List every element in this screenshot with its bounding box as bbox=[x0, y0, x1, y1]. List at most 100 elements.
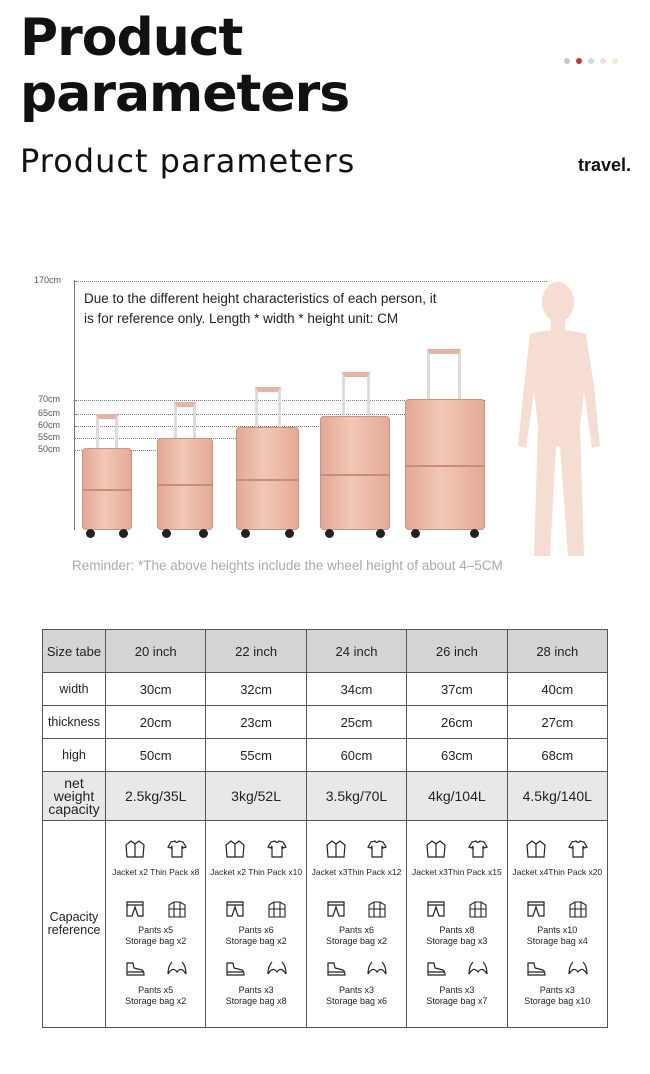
title-line-2: parameters bbox=[20, 64, 350, 124]
pack-text-line: Storage bag x6 bbox=[325, 996, 387, 1006]
pants-icon bbox=[325, 899, 347, 922]
shoe-icon bbox=[224, 958, 246, 981]
pack-text-line: Storage bag x3 bbox=[426, 936, 488, 946]
capacity-cell: Jacket x3Thin Pack x15 Pants x8 Storage ba… bbox=[406, 820, 508, 1028]
size-spec-table: Size tabe 20 inch 22 inch 24 inch 26 inc… bbox=[42, 629, 609, 1028]
table-row-thickness: thickness 20cm 23cm 25cm 26cm 27cm bbox=[42, 705, 609, 739]
scale-label-70: 70cm bbox=[38, 394, 61, 404]
suitcase-22-inch bbox=[157, 402, 213, 538]
pants-icon bbox=[124, 899, 146, 922]
underwear-icon bbox=[166, 958, 188, 981]
underwear-icon bbox=[567, 958, 589, 981]
brand-label: travel. bbox=[578, 155, 632, 175]
pack-text-line: Storage bag x7 bbox=[426, 996, 488, 1006]
table-cell: 4.5kg/140L bbox=[506, 771, 609, 821]
guide-line-60 bbox=[75, 426, 325, 427]
capacity-cell: Jacket x2 Thin Pack x10 Pants x6 Storage b… bbox=[205, 820, 307, 1028]
guide-line-65 bbox=[75, 414, 405, 415]
row-label: width bbox=[42, 672, 106, 706]
capacity-cell: Jacket x2 Thin Pack x8 Pants x5 Storage ba… bbox=[104, 820, 207, 1028]
storage-bag-icon bbox=[467, 899, 489, 922]
scale-label-55: 55cm bbox=[38, 432, 61, 442]
table-cell: 55cm bbox=[205, 738, 307, 772]
scale-label-60: 60cm bbox=[38, 420, 61, 430]
pack-text-line: Pants x5 bbox=[138, 925, 174, 935]
suitcase-26-inch bbox=[320, 372, 390, 538]
table-header-row: Size tabe 20 inch 22 inch 24 inch 26 inc… bbox=[42, 629, 609, 673]
shoe-icon bbox=[425, 958, 447, 981]
storage-bag-icon bbox=[166, 899, 188, 922]
storage-bag-icon bbox=[266, 899, 288, 922]
table-row-high: high 50cm 55cm 60cm 63cm 68cm bbox=[42, 738, 609, 772]
header-cell: 22 inch bbox=[205, 629, 307, 673]
pack-text-line: Pants x10 bbox=[537, 925, 578, 935]
pack-text-clothes: Jacket x2 Thin Pack x10 bbox=[210, 867, 303, 877]
table-cell: 37cm bbox=[406, 672, 508, 706]
storage-bag-icon bbox=[567, 899, 589, 922]
table-cell: 20cm bbox=[104, 705, 207, 739]
shoe-icon bbox=[124, 958, 146, 981]
table-cell: 4kg/104L bbox=[406, 771, 508, 821]
guide-line-170 bbox=[75, 281, 547, 282]
indicator-dot[interactable] bbox=[564, 58, 570, 64]
capacity-label-line-2: reference bbox=[47, 923, 101, 937]
table-row-weight-capacity: net weight capacity 2.5kg/35L 3kg/52L 3.… bbox=[42, 771, 609, 821]
table-row-width: width 30cm 32cm 34cm 37cm 40cm bbox=[42, 672, 609, 706]
underwear-icon bbox=[366, 958, 388, 981]
pants-icon bbox=[425, 899, 447, 922]
table-row-capacity-reference: Capacity reference Jacket x2 Thin Pack x… bbox=[42, 820, 609, 1028]
pack-text-line: Pants x3 bbox=[539, 985, 575, 995]
header-cell: 20 inch bbox=[104, 629, 207, 673]
underwear-icon bbox=[467, 958, 489, 981]
pack-text-line: Storage bag x8 bbox=[225, 996, 287, 1006]
header-cell: 24 inch bbox=[305, 629, 408, 673]
row-label: Capacity reference bbox=[42, 820, 106, 1028]
jacket-icon bbox=[124, 839, 146, 862]
suitcase-24-inch bbox=[236, 387, 299, 538]
height-axis bbox=[74, 280, 75, 530]
shoe-icon bbox=[525, 958, 547, 981]
shirt-icon bbox=[567, 839, 589, 862]
pack-text-line: Pants x3 bbox=[238, 985, 274, 995]
jacket-icon bbox=[525, 839, 547, 862]
header-cell: 28 inch bbox=[506, 629, 609, 673]
shirt-icon bbox=[366, 839, 388, 862]
underwear-icon bbox=[266, 958, 288, 981]
pack-text-line: Storage bag x2 bbox=[325, 936, 387, 946]
table-cell: 25cm bbox=[305, 705, 408, 739]
pack-text-clothes: Jacket x3Thin Pack x15 bbox=[411, 867, 502, 877]
table-cell: 3kg/52L bbox=[205, 771, 307, 821]
pack-text-clothes: Jacket x2 Thin Pack x8 bbox=[112, 867, 200, 877]
suitcase-20-inch bbox=[82, 414, 132, 538]
table-cell: 60cm bbox=[305, 738, 408, 772]
header-cell: 26 inch bbox=[406, 629, 508, 673]
table-cell: 40cm bbox=[506, 672, 609, 706]
table-cell: 23cm bbox=[205, 705, 307, 739]
pack-text-line: Storage bag x2 bbox=[225, 936, 287, 946]
pack-text-line: Pants x8 bbox=[439, 925, 475, 935]
indicator-dot[interactable] bbox=[612, 58, 618, 64]
pack-text-clothes: Jacket x4Thin Pack x20 bbox=[512, 867, 603, 877]
scale-label-65: 65cm bbox=[38, 408, 61, 418]
pack-text-line: Storage bag x2 bbox=[125, 936, 187, 946]
row-label: thickness bbox=[42, 705, 106, 739]
indicator-dot[interactable] bbox=[600, 58, 606, 64]
table-cell: 26cm bbox=[406, 705, 508, 739]
shoe-icon bbox=[325, 958, 347, 981]
wheel-height-reminder: Reminder: *The above heights include the… bbox=[72, 558, 503, 573]
table-cell: 27cm bbox=[506, 705, 609, 739]
pack-text-line: Storage bag x10 bbox=[524, 996, 591, 1006]
pack-text-clothes: Jacket x3Thin Pack x12 bbox=[311, 867, 402, 877]
table-cell: 50cm bbox=[104, 738, 207, 772]
table-cell: 63cm bbox=[406, 738, 508, 772]
table-cell: 3.5kg/70L bbox=[305, 771, 408, 821]
page-subtitle: Product parameters bbox=[20, 142, 356, 180]
indicator-dot[interactable] bbox=[588, 58, 594, 64]
table-cell: 2.5kg/35L bbox=[104, 771, 207, 821]
pack-text-line: Storage bag x4 bbox=[526, 936, 588, 946]
jacket-icon bbox=[325, 839, 347, 862]
indicator-dot[interactable] bbox=[576, 58, 582, 64]
scale-label-50: 50cm bbox=[38, 444, 61, 454]
scale-label-170: 170cm bbox=[34, 275, 62, 285]
weight-label-line-1: net weight bbox=[53, 774, 95, 804]
